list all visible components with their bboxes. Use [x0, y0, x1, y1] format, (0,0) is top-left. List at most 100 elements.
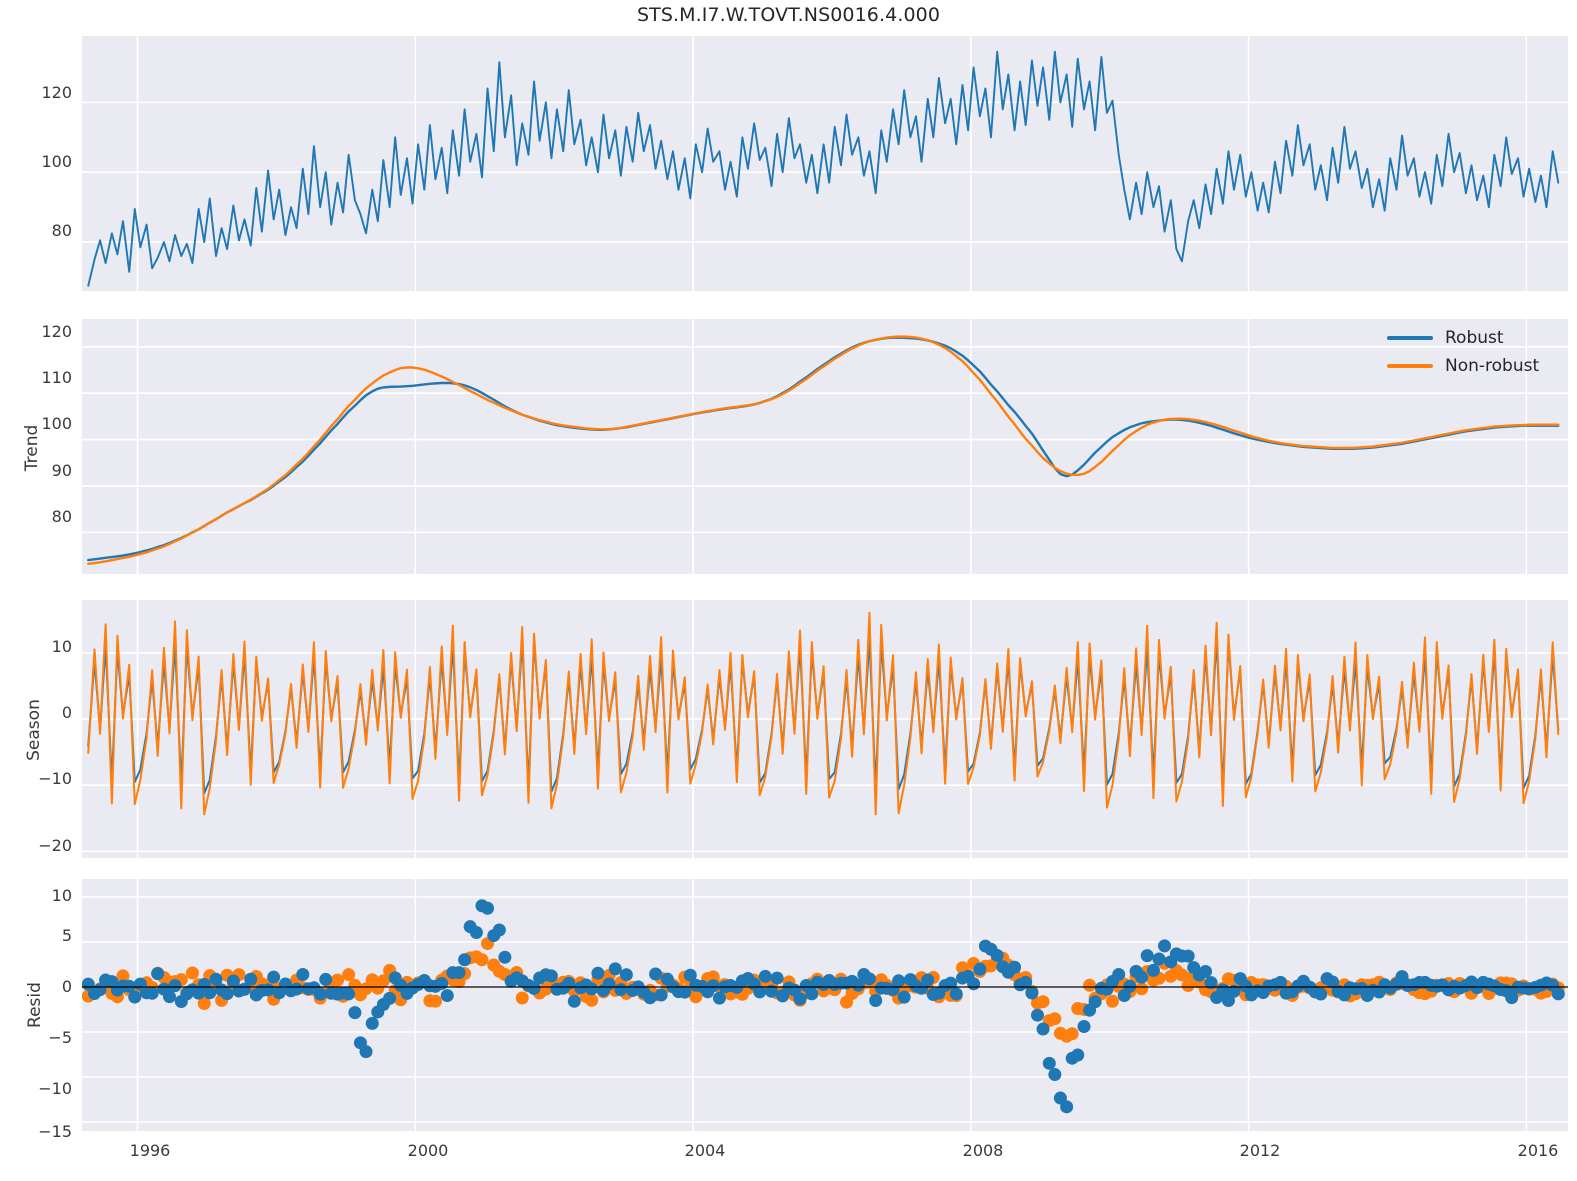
legend-item-nonrobust: Non-robust — [1383, 352, 1563, 380]
scatter-point — [267, 970, 281, 984]
scatter-point — [331, 973, 345, 987]
observed-panel — [82, 36, 1568, 291]
scatter-point — [1146, 963, 1160, 977]
season-ytick-m20: −20 — [38, 836, 72, 855]
scatter-point — [1105, 994, 1119, 1008]
trend-line-non-robust — [87, 335, 1560, 565]
scatter-point — [591, 966, 605, 980]
trend-ytick-120: 120 — [41, 322, 72, 341]
scatter-point — [869, 994, 883, 1008]
scatter-point — [376, 974, 390, 988]
scatter-point — [1158, 939, 1172, 953]
scatter-point — [1008, 960, 1022, 974]
trend-panel — [82, 319, 1568, 574]
scatter-point — [1326, 975, 1340, 989]
season-ytick-10: 10 — [51, 637, 72, 656]
scatter-point — [359, 1045, 373, 1059]
scatter-point — [481, 901, 495, 915]
trend-ytick-80: 80 — [51, 507, 72, 526]
scatter-point — [1083, 978, 1097, 992]
scatter-point — [296, 967, 310, 981]
trend-ytick-110: 110 — [41, 368, 72, 387]
scatter-point — [649, 967, 663, 981]
scatter-point — [1065, 1027, 1079, 1041]
legend-label-robust: Robust — [1445, 328, 1504, 348]
scatter-point — [1274, 975, 1288, 989]
scatter-point — [116, 969, 130, 983]
scatter-point — [1071, 1048, 1085, 1062]
observed-ytick-120: 120 — [41, 83, 72, 102]
scatter-point — [1505, 991, 1519, 1005]
scatter-point — [1123, 979, 1137, 993]
observed-line — [87, 50, 1560, 287]
scatter-point — [1048, 1068, 1062, 1082]
scatter-point — [567, 994, 581, 1008]
scatter-point — [290, 982, 304, 996]
scatter-point — [921, 973, 935, 987]
scatter-point — [770, 971, 784, 985]
scatter-point — [654, 988, 668, 1002]
scatter-point — [862, 972, 876, 986]
xtick-1996: 1996 — [129, 1141, 171, 1160]
xtick-2004: 2004 — [684, 1141, 726, 1160]
resid-panel — [82, 879, 1568, 1131]
scatter-point — [683, 968, 697, 982]
scatter-point — [128, 990, 142, 1004]
scatter-point — [209, 972, 223, 986]
observed-ytick-100: 100 — [41, 152, 72, 171]
scatter-point — [753, 985, 767, 999]
scatter-point — [498, 950, 512, 964]
scatter-point — [706, 979, 720, 993]
season-ytick-m10: −10 — [38, 769, 72, 788]
scatter-point — [151, 967, 165, 981]
resid-ytick-5: 5 — [61, 926, 72, 945]
season-axis-label: Season — [24, 699, 44, 761]
resid-ytick-m10: −10 — [38, 1079, 72, 1098]
trend-plot — [82, 319, 1568, 574]
scatter-point — [1042, 1056, 1056, 1070]
scatter-point — [990, 948, 1004, 962]
scatter-point — [1077, 1020, 1091, 1034]
observed-ytick-80: 80 — [51, 221, 72, 240]
trend-legend: Robust Non-robust — [1383, 324, 1563, 380]
scatter-point — [452, 966, 466, 980]
scatter-point — [897, 990, 911, 1004]
trend-ytick-90: 90 — [51, 461, 72, 480]
season-plot — [82, 600, 1568, 858]
scatter-point — [793, 992, 807, 1006]
scatter-point — [261, 983, 275, 997]
scatter-point — [168, 979, 182, 993]
resid-ytick-m5: −5 — [48, 1028, 72, 1047]
scatter-point — [1199, 964, 1213, 978]
scatter-point — [1025, 986, 1039, 1000]
scatter-point — [440, 989, 454, 1003]
scatter-point — [1060, 1100, 1074, 1114]
scatter-point — [805, 987, 819, 1001]
scatter-point — [585, 993, 599, 1007]
scatter-point — [162, 990, 176, 1004]
scatter-point — [458, 953, 472, 967]
scatter-point — [197, 997, 211, 1011]
legend-swatch-nonrobust — [1387, 364, 1433, 368]
scatter-point — [237, 982, 251, 996]
scatter-point — [383, 991, 397, 1005]
scatter-point — [435, 976, 449, 990]
scatter-point — [1088, 995, 1102, 1009]
resid-ytick-m15: −15 — [38, 1122, 72, 1141]
season-line-non-robust — [87, 611, 1560, 816]
scatter-point — [492, 923, 506, 937]
scatter-point — [1048, 1012, 1062, 1026]
resid-ytick-0: 0 — [61, 977, 72, 996]
scatter-point — [973, 962, 987, 976]
scatter-point — [527, 981, 541, 995]
scatter-point — [967, 977, 981, 991]
scatter-point — [1314, 987, 1328, 1001]
scatter-point — [619, 968, 633, 982]
scatter-point — [122, 979, 136, 993]
scatter-point — [244, 972, 258, 986]
scatter-point — [515, 991, 529, 1005]
scatter-point — [1227, 984, 1241, 998]
scatter-point — [712, 991, 726, 1005]
scatter-point — [348, 1006, 362, 1020]
